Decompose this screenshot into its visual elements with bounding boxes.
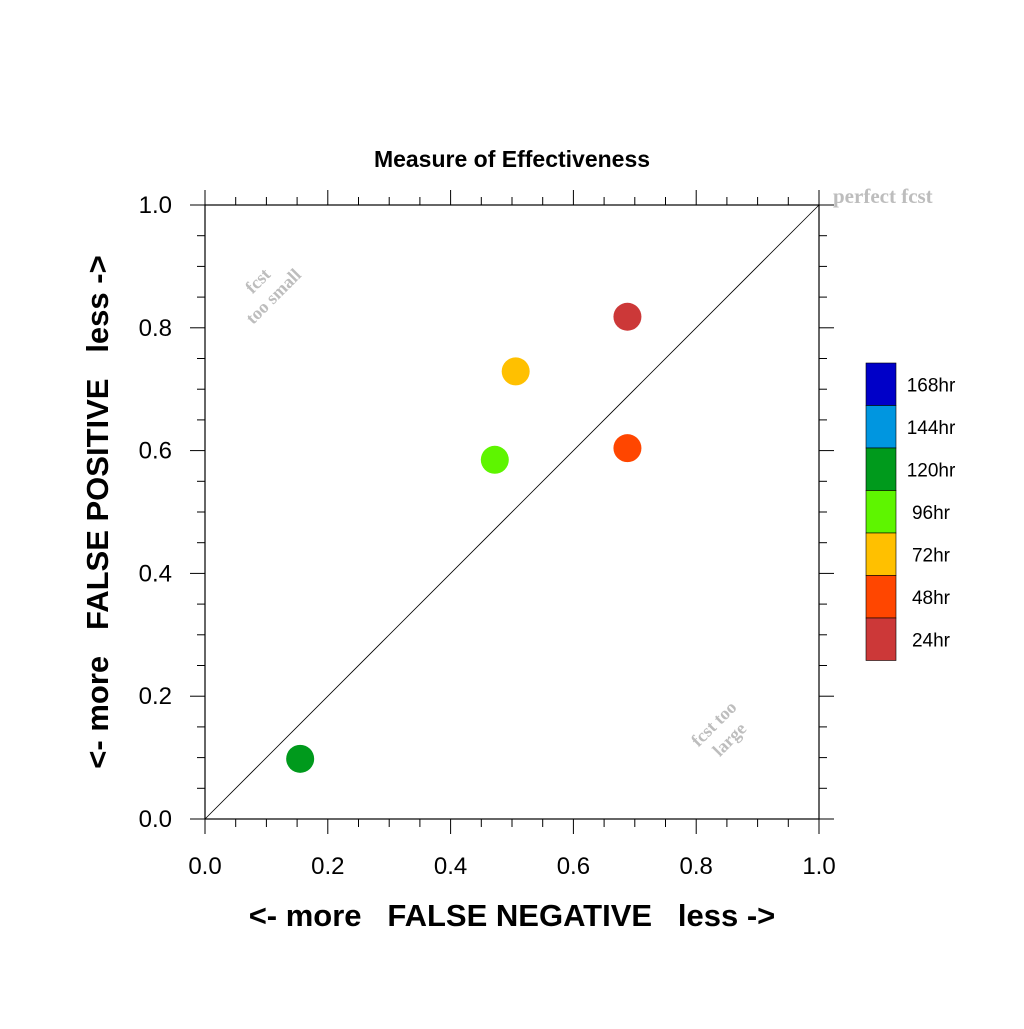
legend-label-120hr: 120hr [907,460,956,481]
legend-swatch-48hr [865,575,897,619]
y-tick-label: 0.2 [139,683,172,710]
legend-label-24hr: 24hr [912,630,951,651]
legend-swatch-144hr [865,405,897,449]
too-large-annotation: fcst too large [687,697,750,760]
x-tick-label: 1.0 [802,853,835,880]
x-tick-label: 0.2 [311,853,344,880]
legend-label-48hr: 48hr [912,588,951,609]
legend-label-144hr: 144hr [907,418,956,439]
legend-swatch-120hr [865,447,897,491]
y-tick-label: 0.4 [139,560,172,587]
perfect-fcst-annotation: perfect fcst [833,184,933,208]
x-tick-label: 0.0 [188,853,221,880]
point-24hr [613,302,642,331]
y-tick-label: 0.8 [139,315,172,342]
legend: 168hr 144hr 120hr 96hr 72hr 48hr 24hr [865,362,956,661]
point-120hr [286,744,315,773]
x-tick-labels: 0.0 0.2 0.4 0.6 0.8 1.0 [188,853,835,880]
legend-swatch-96hr [865,490,897,534]
legend-label-168hr: 168hr [907,375,956,396]
legend-swatch-72hr [865,532,897,576]
point-96hr [480,445,509,474]
x-tick-label: 0.6 [557,853,590,880]
legend-swatch-168hr [865,362,897,406]
x-tick-label: 0.8 [680,853,713,880]
y-tick-label: 0.0 [139,806,172,833]
axis-ticks [190,190,834,834]
y-tick-label: 0.6 [139,438,172,465]
y-tick-label: 1.0 [139,192,172,219]
x-tick-label: 0.4 [434,853,467,880]
legend-label-72hr: 72hr [912,545,951,566]
x-axis-label: <- more FALSE NEGATIVE less -> [249,898,776,933]
too-small-annotation: fcst too small [241,264,305,328]
y-axis-label: <- more FALSE POSITIVE less -> [80,255,115,768]
point-48hr [613,434,642,463]
chart-title: Measure of Effectiveness [374,146,650,172]
y-tick-labels: 0.0 0.2 0.4 0.6 0.8 1.0 [139,192,172,833]
legend-label-96hr: 96hr [912,503,951,524]
diagonal-line [204,204,820,820]
data-points [286,302,642,773]
legend-swatch-24hr [865,617,897,661]
point-72hr [501,357,530,386]
